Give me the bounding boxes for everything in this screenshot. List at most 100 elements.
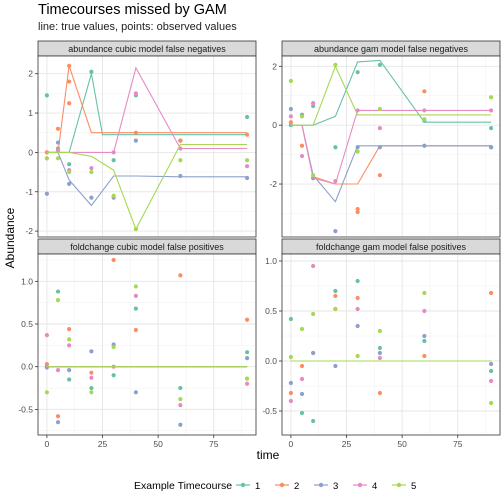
y-tick-label: 0: [28, 147, 33, 157]
data-point-series-2: [377, 390, 382, 396]
data-point-series-4: [44, 333, 49, 338]
data-point-series-3: [245, 175, 250, 181]
data-point-series-2: [111, 257, 116, 263]
panel-border: [281, 55, 501, 238]
data-point-series-4: [55, 148, 61, 153]
series-line-2: [46, 65, 248, 153]
x-axis-label: time: [257, 448, 280, 462]
y-tick-label: 1.0: [21, 276, 33, 286]
legend-label: 3: [333, 481, 338, 492]
panel-strip-title: foldchange cubic model false positives: [70, 242, 224, 252]
data-point-series-3: [311, 350, 316, 356]
y-tick-label: 1.0: [265, 256, 277, 266]
data-point-series-5: [377, 106, 382, 112]
data-point-series-1: [311, 418, 316, 424]
data-point-series-2: [67, 79, 72, 84]
y-tick-label: 2: [272, 61, 277, 71]
data-point-series-3: [67, 181, 72, 186]
data-point-series-1: [245, 350, 250, 355]
legend: Example Timecourse 1 2 3 4 5: [134, 480, 416, 492]
data-point-series-1: [288, 123, 293, 128]
legend-key-point: [240, 482, 246, 488]
data-point-series-1: [489, 126, 494, 131]
series-line-3: [46, 151, 248, 207]
data-point-series-2: [67, 63, 72, 68]
data-point-series-1: [55, 289, 61, 294]
data-point-series-1: [355, 70, 360, 75]
data-point-series-3: [89, 195, 94, 200]
data-point-series-4: [67, 343, 72, 348]
data-point-series-2: [55, 414, 61, 419]
data-point-series-5: [89, 169, 94, 175]
data-point-series-5: [333, 306, 338, 312]
legend-label: 2: [294, 481, 299, 492]
panels-group: abundance cubic model false negatives -2 -…: [18, 40, 501, 449]
data-point-series-2: [377, 173, 382, 178]
panel-1: abundance cubic model false negatives -2 -…: [25, 40, 257, 238]
data-point-series-2: [489, 290, 494, 296]
data-point-series-2: [89, 370, 94, 375]
data-point-series-1: [89, 69, 94, 74]
data-point-series-2: [355, 206, 360, 212]
panel-border: [37, 253, 257, 436]
data-point-series-5: [89, 390, 94, 395]
data-point-series-5: [288, 354, 293, 360]
data-point-series-3: [55, 140, 61, 145]
data-point-series-5: [377, 328, 382, 334]
data-point-series-3: [422, 143, 427, 148]
data-point-series-2: [67, 101, 72, 106]
data-point-series-3: [377, 145, 382, 150]
data-point-series-3: [355, 145, 360, 150]
panel-background: [38, 254, 256, 435]
data-point-series-2: [333, 293, 338, 299]
y-tick-label: 0.5: [265, 306, 277, 316]
data-point-series-4: [178, 403, 183, 408]
data-point-series-2: [178, 273, 183, 278]
data-point-series-3: [377, 350, 382, 356]
data-point-series-5: [178, 397, 183, 402]
panel-background: [282, 254, 500, 435]
y-axis-label: Abundance: [3, 207, 17, 268]
data-point-series-4: [422, 108, 427, 113]
x-tick-label: 50: [153, 439, 163, 449]
panel-strip-title: foldchange gam model false positives: [316, 242, 467, 252]
data-point-series-4: [311, 263, 316, 269]
data-point-series-4: [355, 306, 360, 312]
data-point-series-2: [44, 362, 49, 367]
data-point-series-4: [245, 164, 250, 169]
legend-title: Example Timecourse: [134, 480, 232, 492]
data-point-series-5: [422, 117, 427, 122]
legend-key-point: [318, 482, 324, 488]
legend-item-5: 5: [392, 481, 416, 492]
x-tick-label: 25: [98, 439, 108, 449]
x-tick-label: 75: [453, 439, 463, 449]
data-point-series-5: [489, 95, 494, 100]
data-point-series-5: [111, 344, 116, 350]
data-point-series-5: [55, 156, 61, 161]
y-tick-label: 0.5: [21, 319, 33, 329]
data-point-series-3: [67, 368, 72, 373]
data-point-series-3: [288, 106, 293, 112]
panel-border: [281, 253, 501, 436]
data-point-series-4: [377, 355, 382, 361]
data-point-series-2: [299, 143, 305, 148]
y-tick-label: 0.0: [265, 356, 277, 366]
data-point-series-1: [355, 278, 360, 284]
data-point-series-4: [377, 126, 382, 131]
data-point-series-1: [333, 288, 338, 294]
data-point-series-1: [178, 385, 183, 391]
data-point-series-4: [245, 381, 250, 386]
data-point-series-1: [311, 103, 316, 109]
data-point-series-5: [311, 311, 316, 317]
y-tick-label: 0.0: [21, 362, 33, 372]
data-point-series-4: [422, 308, 427, 314]
chart-subtitle: line: true values, points: observed valu…: [38, 21, 237, 33]
data-point-series-3: [44, 191, 49, 196]
data-point-series-1: [422, 338, 427, 344]
chart-title: Timecourses missed by GAM: [38, 2, 227, 18]
panel-4: foldchange gam model false positives 0 25 5…: [262, 238, 501, 449]
data-point-series-4: [133, 293, 138, 298]
panel-strip-title: abundance cubic model false negatives: [68, 44, 226, 54]
legend-item-4: 4: [353, 481, 377, 492]
